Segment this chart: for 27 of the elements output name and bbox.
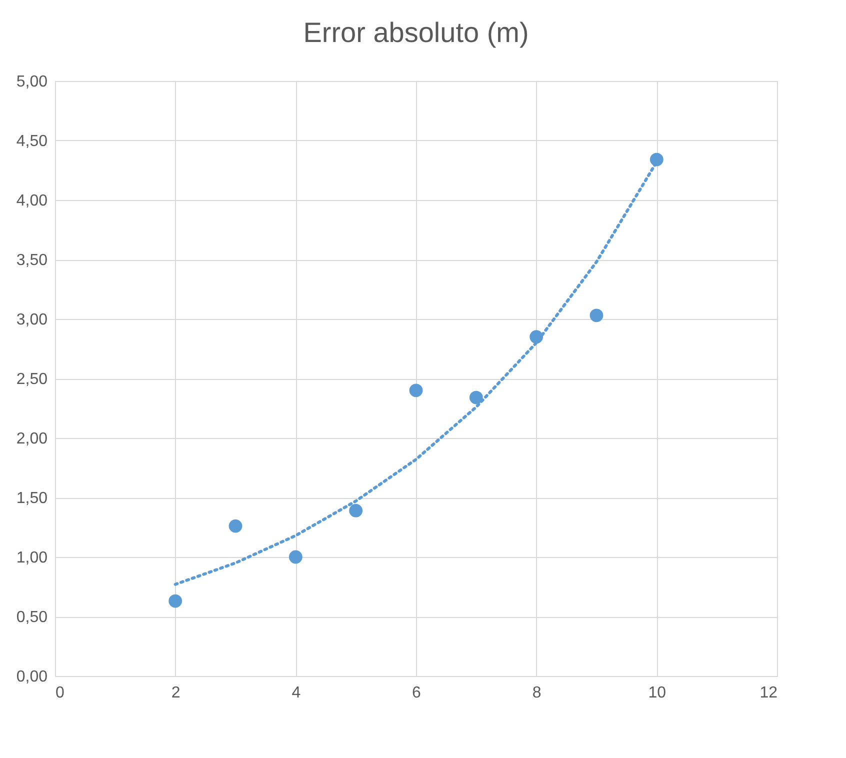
y-tick-label: 0,50 [16,609,48,626]
point [349,504,363,518]
x-tick-label: 12 [760,684,778,702]
y-tick-label: 4,50 [16,133,48,150]
y-tick-label: 3,00 [16,312,48,328]
point [228,519,242,533]
x-tick-label: 6 [412,684,422,702]
point [590,308,604,322]
y-tick-label: 4,00 [16,192,48,210]
y-tick-label: 0,00 [16,668,48,686]
y-tick-label: 1,00 [16,550,48,566]
x-tick-label: 10 [648,684,666,702]
y-tick-label: 2,00 [16,430,48,448]
point [288,550,302,564]
x-tick-label: 2 [171,684,180,702]
x-tick-label: 4 [292,684,301,702]
y-tick-label: 2,50 [16,371,48,388]
y-tick-label: 1,50 [16,490,48,507]
point [469,390,483,404]
chart-title: Error absoluto (m) [303,17,529,48]
x-tick-label: 0 [56,684,64,702]
x-tick-label: 8 [532,684,542,702]
y-tick-label: 5,00 [16,74,48,90]
point [409,384,423,398]
point [650,152,664,166]
point [168,594,182,608]
y-tick-label: 3,50 [16,252,48,269]
